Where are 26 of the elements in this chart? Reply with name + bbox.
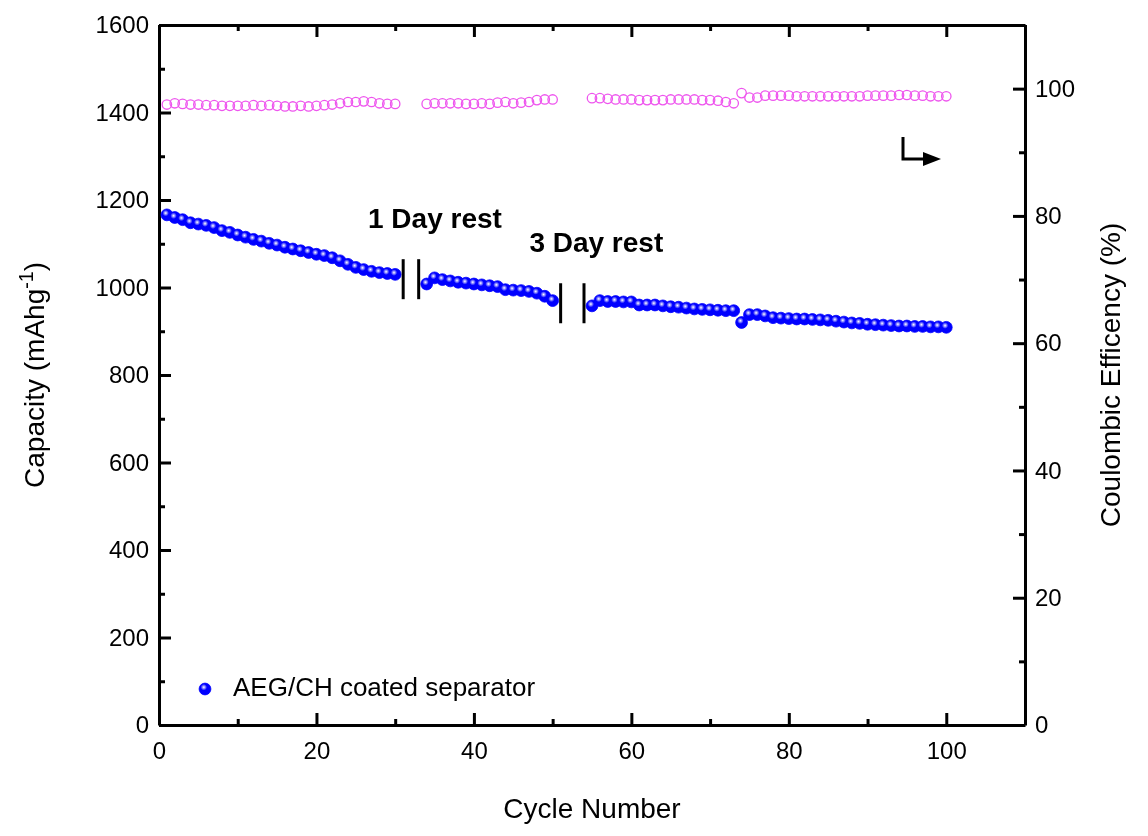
y-tick-label: 0 [135, 711, 149, 739]
annotation: 1 Day rest [367, 203, 502, 235]
y-tick-label: 600 [108, 448, 149, 476]
y2-tick-label: 20 [1035, 583, 1062, 611]
y-tick-label: 1400 [95, 98, 149, 126]
y-tick-label: 800 [108, 361, 149, 389]
x-tick-label: 100 [926, 737, 967, 764]
x-axis-title: Cycle Number [503, 793, 681, 824]
x-tick-label: 60 [618, 737, 646, 764]
annotation: 3 Day rest [529, 227, 664, 259]
y-tick-label: 1600 [95, 11, 149, 39]
x-tick-label: 20 [303, 737, 331, 764]
y2-tick-label: 100 [1035, 74, 1076, 102]
y2-tick-label: 80 [1035, 202, 1062, 230]
legend-label: AEG/CH coated separator [233, 671, 536, 702]
y-tick-label: 1000 [95, 273, 149, 301]
x-tick-label: 40 [461, 737, 488, 764]
y2-axis-title: Coulombic Efficency (%) [1095, 222, 1126, 528]
y2-tick-label: 40 [1035, 456, 1062, 484]
y-tick-label: 200 [108, 623, 149, 651]
y2-tick-label: 60 [1035, 329, 1062, 357]
y2-tick-label: 0 [1035, 711, 1049, 739]
y-tick-label: 400 [108, 536, 149, 564]
x-tick-label: 0 [152, 737, 167, 764]
y-tick-label: 1200 [95, 186, 149, 214]
x-tick-label: 80 [775, 737, 803, 764]
